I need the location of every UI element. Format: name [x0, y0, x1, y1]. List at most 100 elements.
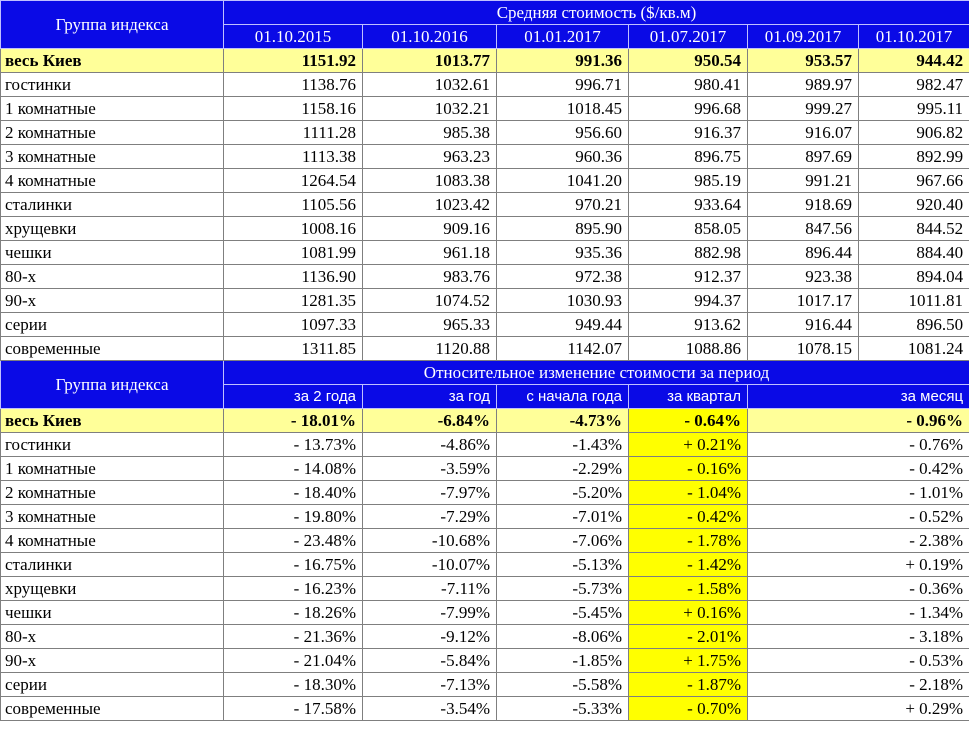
- price-cell: 960.36: [496, 144, 629, 169]
- group-index-header: Группа индекса: [0, 0, 224, 49]
- row-label: чешки: [0, 600, 224, 625]
- period-column-header: с начала года: [496, 384, 629, 409]
- price-cell: 916.07: [747, 120, 859, 145]
- period-column-header: за квартал: [628, 384, 748, 409]
- row-label: 2 комнатные: [0, 120, 224, 145]
- price-cell: 970.21: [496, 192, 629, 217]
- table-row: 80-х 1136.90 983.76 972.38 912.37 923.38 894.0…: [0, 264, 969, 289]
- row-label: хрущевки: [0, 216, 224, 241]
- change-cell: - 0.52%: [746, 504, 969, 529]
- price-cell: 1113.38: [223, 144, 363, 169]
- price-cell: 963.23: [362, 144, 497, 169]
- change-cell: -5.20%: [496, 480, 629, 505]
- row-label: чешки: [0, 240, 224, 265]
- price-cell: 916.44: [747, 312, 859, 337]
- avg-price-header-row: Группа индекса Средняя стоимость ($/кв.м): [0, 0, 969, 49]
- price-cell: 1264.54: [223, 168, 363, 193]
- table-row: 3 комнатные 1113.38 963.23 960.36 896.75 897.…: [0, 144, 969, 169]
- price-cell: 897.69: [747, 144, 859, 169]
- table-row: серии 1097.33 965.33 949.44 913.62 916.44 896.…: [0, 312, 969, 337]
- price-cell: 950.54: [628, 48, 748, 73]
- price-cell: 892.99: [857, 144, 969, 169]
- price-cell: 1105.56: [223, 192, 363, 217]
- row-label: 1 комнатные: [0, 456, 224, 481]
- row-label: 3 комнатные: [0, 144, 224, 169]
- change-cell: - 3.18%: [746, 624, 969, 649]
- price-cell: 847.56: [747, 216, 859, 241]
- period-column-header: за 2 года: [223, 384, 363, 409]
- price-cell: 920.40: [857, 192, 969, 217]
- change-cell: + 0.19%: [746, 552, 969, 577]
- change-cell: - 19.80%: [223, 504, 363, 529]
- change-header-row: Группа индекса Относительное изменение ст…: [0, 360, 969, 409]
- price-cell: 980.41: [628, 72, 748, 97]
- price-cell: 1032.61: [362, 72, 497, 97]
- change-cell: -9.12%: [362, 624, 497, 649]
- quarter-change-cell: - 1.42%: [628, 552, 748, 577]
- table-row: хрущевки 1008.16 909.16 895.90 858.05 847.56 8…: [0, 216, 969, 241]
- change-cell: -3.54%: [362, 696, 497, 721]
- row-label: сталинки: [0, 552, 224, 577]
- date-column-header: 01.10.2017: [857, 24, 969, 49]
- price-cell: 1311.85: [223, 336, 363, 361]
- row-label: 90-х: [0, 288, 224, 313]
- price-cell: 944.42: [857, 48, 969, 73]
- row-label: 4 комнатные: [0, 528, 224, 553]
- price-cell: 982.47: [857, 72, 969, 97]
- quarter-change-cell: - 1.04%: [628, 480, 748, 505]
- price-cell: 935.36: [496, 240, 629, 265]
- price-cell: 956.60: [496, 120, 629, 145]
- row-label: 1 комнатные: [0, 96, 224, 121]
- change-cell: -5.45%: [496, 600, 629, 625]
- price-cell: 1158.16: [223, 96, 363, 121]
- table-row: 1 комнатные - 14.08% -3.59% -2.29% - 0.16% - …: [0, 456, 969, 481]
- quarter-change-cell: - 1.78%: [628, 528, 748, 553]
- date-column-header: 01.10.2015: [223, 24, 363, 49]
- table-row: серии - 18.30% -7.13% -5.58% - 1.87% - 2.18%: [0, 672, 969, 697]
- row-label: 4 комнатные: [0, 168, 224, 193]
- change-cell: -7.99%: [362, 600, 497, 625]
- price-cell: 985.19: [628, 168, 748, 193]
- table-row: чешки 1081.99 961.18 935.36 882.98 896.44 884.…: [0, 240, 969, 265]
- change-cell: - 18.30%: [223, 672, 363, 697]
- price-cell: 1081.99: [223, 240, 363, 265]
- price-cell: 1013.77: [362, 48, 497, 73]
- table-row: чешки - 18.26% -7.99% -5.45% + 0.16% - 1.34%: [0, 600, 969, 625]
- table-row: сталинки 1105.56 1023.42 970.21 933.64 918.69…: [0, 192, 969, 217]
- row-label: 2 комнатные: [0, 480, 224, 505]
- row-label: 90-х: [0, 648, 224, 673]
- period-column-header: за месяц: [746, 384, 969, 409]
- price-cell: 995.11: [857, 96, 969, 121]
- price-cell: 894.04: [857, 264, 969, 289]
- price-cell: 1078.15: [747, 336, 859, 361]
- date-columns-row: 01.10.2015 01.10.2016 01.01.2017 01.07.2017…: [1, 24, 969, 49]
- change-cell: - 18.01%: [223, 408, 363, 433]
- row-label: гостинки: [0, 72, 224, 97]
- price-cell: 953.57: [747, 48, 859, 73]
- price-cell: 999.27: [747, 96, 859, 121]
- quarter-change-cell: + 0.21%: [628, 432, 748, 457]
- row-label: современные: [0, 696, 224, 721]
- price-cell: 1023.42: [362, 192, 497, 217]
- change-cell: -5.58%: [496, 672, 629, 697]
- row-label: хрущевки: [0, 576, 224, 601]
- table-row: сталинки - 16.75% -10.07% -5.13% - 1.42% + 0.…: [0, 552, 969, 577]
- price-cell: 933.64: [628, 192, 748, 217]
- row-label: весь Киев: [0, 408, 224, 433]
- change-cell: - 0.76%: [746, 432, 969, 457]
- price-cell: 1111.28: [223, 120, 363, 145]
- price-cell: 895.90: [496, 216, 629, 241]
- price-cell: 1097.33: [223, 312, 363, 337]
- change-cell: -10.07%: [362, 552, 497, 577]
- price-cell: 961.18: [362, 240, 497, 265]
- price-cell: 991.36: [496, 48, 629, 73]
- table-row: 1 комнатные 1158.16 1032.21 1018.45 996.68 99…: [0, 96, 969, 121]
- quarter-change-cell: - 0.70%: [628, 696, 748, 721]
- change-cell: - 17.58%: [223, 696, 363, 721]
- price-cell: 896.75: [628, 144, 748, 169]
- date-column-header: 01.07.2017: [628, 24, 748, 49]
- price-cell: 1136.90: [223, 264, 363, 289]
- price-cell: 1083.38: [362, 168, 497, 193]
- row-label: серии: [0, 672, 224, 697]
- price-cell: 1120.88: [362, 336, 497, 361]
